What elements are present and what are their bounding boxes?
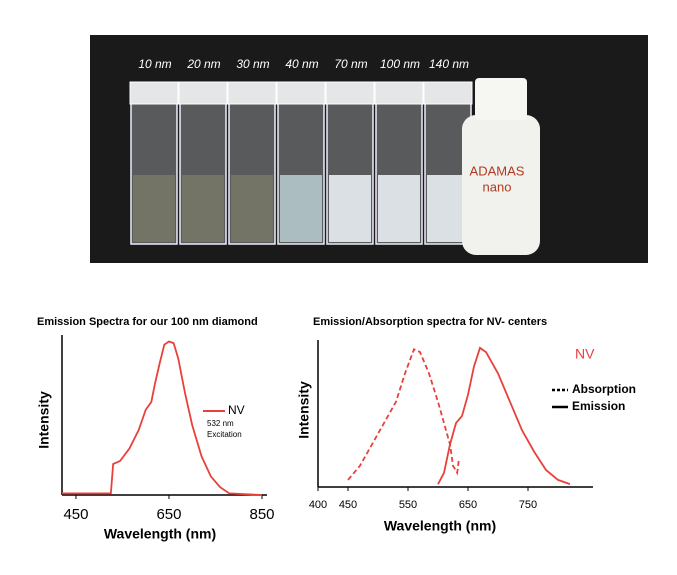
photo-label: 30 nm [236,57,269,71]
x-tick-label: 750 [519,499,537,511]
y-axis-label: Intensity [36,391,52,449]
cuvette-liquid [231,175,273,242]
x-axis-label: Wavelength (nm) [104,526,216,542]
photo-label: 40 nm [285,57,318,71]
legend-label: Emission [572,399,625,413]
cuvette-cap [227,81,277,105]
cuvette-liquid [182,175,224,242]
cuvette-cap [325,81,375,105]
x-tick-label: 550 [399,499,417,511]
legend-label: Absorption [572,382,636,396]
x-axis-label: Wavelength (nm) [384,518,496,534]
chart-title: Emission/Absorption spectra for NV- cent… [313,316,547,328]
photo-label: 10 nm [138,57,171,71]
bottle-sub: nano [483,179,512,194]
photo-label: 140 nm [429,57,469,71]
annotation: Excitation [207,430,242,439]
legend-label: NV [228,403,245,417]
x-tick-label: 850 [249,506,274,523]
photo-label: 100 nm [380,57,420,71]
cuvette-liquid [329,175,371,242]
annotation: 532 nm [207,419,234,428]
cuvette-cap [129,81,179,105]
chart-title: Emission Spectra for our 100 nm diamond [37,316,258,328]
x-tick-label: 400 [309,499,327,511]
photo: 10 nm 20 nm 30 nm 40 nm 70 nm 100 nm 140 nm ADA… [129,57,540,255]
cuvette-liquid [280,175,322,242]
bottle-cap [475,78,527,120]
legend-title: NV [575,346,595,362]
x-tick-label: 450 [339,499,357,511]
line-series [347,348,460,481]
line-series [437,346,571,486]
cuvette-cap [423,81,473,105]
cuvette-cap [374,81,424,105]
cuvette-liquid [133,175,175,242]
bottle-brand: ADAMAS [470,163,525,178]
x-tick-label: 450 [63,506,88,523]
photo-label: 70 nm [334,57,367,71]
photo-label: 20 nm [186,57,220,71]
x-tick-label: 650 [459,499,477,511]
bottle [462,115,540,255]
x-tick-label: 650 [156,506,181,523]
cuvette-cap [276,81,326,105]
line-series [62,340,263,496]
y-axis-label: Intensity [296,381,312,439]
cuvette-cap [178,81,228,105]
cuvette-liquid [378,175,420,242]
